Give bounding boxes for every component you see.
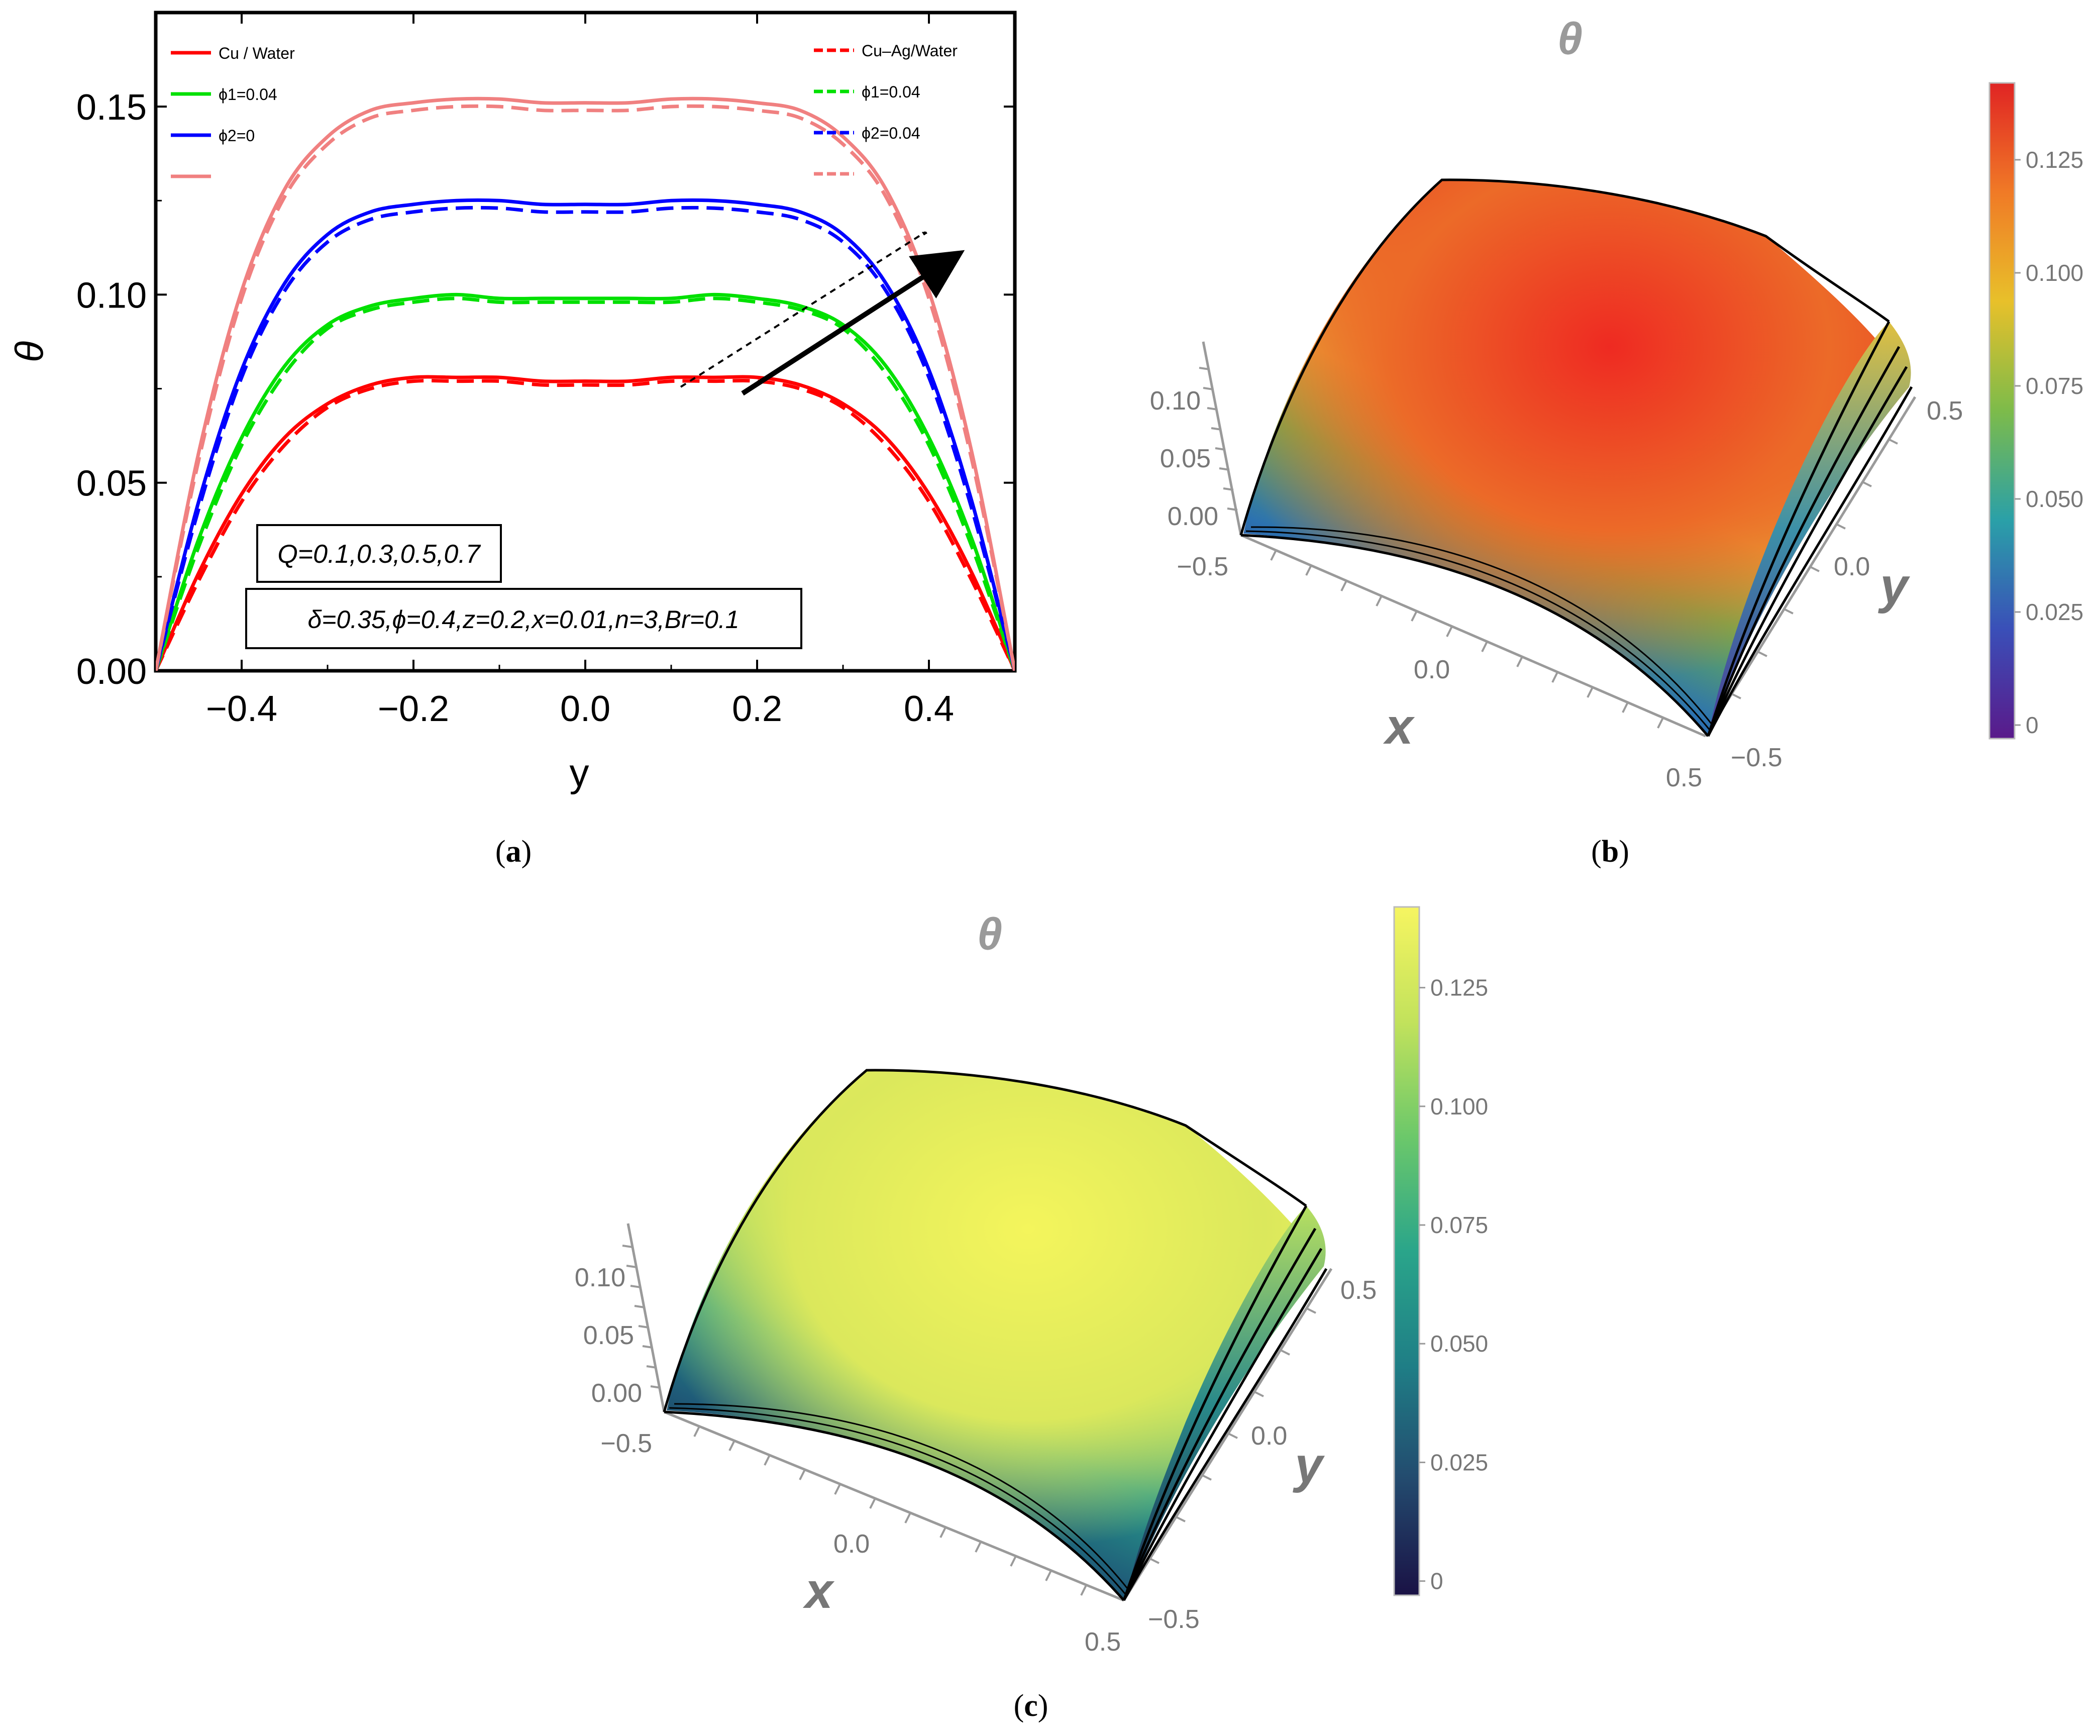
svg-text:0.5: 0.5 (1666, 763, 1702, 792)
x-tick-label: −0.2 (378, 689, 449, 729)
tick-labels-b: 0.10 0.05 0.00 −0.5 0.0 0.5 −0.5 0.0 0.5 (1150, 386, 1963, 792)
colorbar-ticks-c: 0 0.025 0.050 0.075 0.100 0.125 (1419, 975, 1488, 1594)
svg-text:−0.5: −0.5 (1148, 1605, 1200, 1634)
svg-text:0.00: 0.00 (591, 1379, 642, 1408)
surface-c-layers (663, 1069, 1328, 1601)
svg-text:Q=0.1,0.3,0.5,0.7: Q=0.1,0.3,0.5,0.7 (277, 540, 481, 569)
x-tick-label: 0.4 (904, 689, 954, 729)
svg-text:δ=0.35,ϕ=0.4,z=0.2,x=0.01,n=3,: δ=0.35,ϕ=0.4,z=0.2,x=0.01,n=3,Br=0.1 (307, 605, 739, 634)
colorbar-tick-label: 0.100 (2026, 260, 2083, 286)
legend-label: Cu / Water (219, 44, 295, 62)
colorbar-tick-label: 0 (1430, 1568, 1443, 1594)
colorbar-tick-label: 0.025 (1430, 1449, 1488, 1475)
tick-labels-c: 0.10 0.05 0.00 −0.5 0.0 0.5 −0.5 0.0 0.5 (575, 1263, 1377, 1657)
legend-label: ϕ2=0.04 (862, 124, 920, 142)
axis-z-c (626, 1223, 666, 1412)
svg-text:0.0: 0.0 (1251, 1421, 1287, 1451)
panel-label-c: (c) (1014, 1689, 1048, 1723)
svg-text:0.05: 0.05 (1160, 444, 1211, 473)
colorbar-tick-label: 0.075 (2026, 373, 2083, 399)
svg-text:0.0: 0.0 (833, 1529, 870, 1559)
svg-text:0.10: 0.10 (1150, 386, 1201, 416)
panel-label-b: (b) (1591, 835, 1629, 869)
colorbar-tick-label: 0.075 (1430, 1212, 1488, 1238)
arrow-solid (741, 250, 965, 396)
surface-xlabel-b: x (1383, 698, 1415, 755)
annotation-q: Q=0.1,0.3,0.5,0.7 (256, 524, 502, 583)
series-group (156, 96, 1015, 671)
svg-text:0.00: 0.00 (1168, 502, 1218, 531)
y-tick-label: 0.05 (76, 464, 147, 504)
legend-label: Cu–Ag/Water (862, 42, 958, 60)
series-line (156, 198, 1015, 671)
surface-c-side (1125, 1206, 1326, 1600)
svg-text:0.5: 0.5 (1340, 1276, 1377, 1305)
surface-ylabel-b: y (1877, 558, 1910, 614)
x-tick-label: −0.4 (206, 689, 277, 729)
svg-text:0.5: 0.5 (1927, 396, 1963, 426)
y-tick-label: 0.10 (76, 275, 147, 316)
legend-label: ϕ2=0 (219, 127, 255, 145)
colorbar-tick-label: 0 (2026, 712, 2039, 738)
colorbar-b (1988, 82, 2016, 740)
series-line (156, 292, 1015, 671)
colorbar-ticks-b: 0 0.025 0.050 0.075 0.100 0.125 (2015, 147, 2083, 738)
surface-b-layers (1239, 178, 1913, 737)
y-tick-label: 0.15 (76, 87, 147, 128)
y-axis-label: θ (7, 341, 51, 362)
svg-text:0.0: 0.0 (1414, 655, 1450, 684)
svg-text:−0.5: −0.5 (1177, 552, 1228, 581)
annotation-params: δ=0.35,ϕ=0.4,z=0.2,x=0.01,n=3,Br=0.1 (245, 588, 802, 649)
legend-label: ϕ1=0.04 (862, 83, 920, 101)
colorbar-tick-label: 0.025 (2026, 599, 2083, 625)
colorbar-tick-label: 0.050 (1430, 1331, 1488, 1357)
series-line (156, 206, 1015, 671)
surface-title-c: θ (977, 909, 1002, 960)
axis-ticks-c (622, 1245, 1316, 1596)
legend: Cu / Water ϕ1=0.04 ϕ2=0 Cu–Ag/Water ϕ1=0.04 ϕ… (171, 42, 958, 178)
svg-text:0.0: 0.0 (1834, 552, 1870, 581)
axis-ticks-b (1199, 367, 1898, 729)
series-line (156, 378, 1015, 671)
y-tick-label: 0.00 (76, 652, 147, 692)
svg-text:0.05: 0.05 (583, 1321, 634, 1350)
x-ticks: −0.4 −0.2 0.0 0.2 0.4 (155, 13, 1016, 729)
legend-label: ϕ1=0.04 (219, 85, 277, 104)
surface-title-b: θ (1557, 14, 1583, 64)
svg-text:−0.5: −0.5 (1731, 743, 1782, 772)
panel-a-line-chart: 0.00 0.05 0.10 0.15 −0.4 −0.2 0.0 0.2 0.4 θ y C… (7, 11, 1017, 869)
svg-text:0.5: 0.5 (1085, 1627, 1121, 1657)
svg-text:0.10: 0.10 (575, 1263, 625, 1292)
axis-y-c (1122, 1268, 1333, 1601)
surface-b-side (1708, 322, 1911, 736)
colorbar-tick-label: 0.125 (2026, 147, 2083, 173)
x-axis-label: y (570, 751, 589, 795)
panel-label-a: (a) (495, 835, 532, 869)
colorbar-tick-label: 0.050 (2026, 486, 2083, 512)
colorbar-tick-label: 0.100 (1430, 1093, 1488, 1119)
panel-c-surface: θ 0.10 (575, 906, 1488, 1723)
x-tick-label: 0.2 (732, 689, 782, 729)
surface-ylabel-c: y (1292, 1437, 1325, 1493)
colorbar-c (1393, 906, 1420, 1596)
colorbar-tick-label: 0.125 (1430, 975, 1488, 1001)
surface-xlabel-c: x (802, 1563, 834, 1619)
axis-z-b (1202, 341, 1242, 536)
x-tick-label: 0.0 (560, 689, 610, 729)
arrow-dashed (680, 232, 925, 388)
axis-x-c (664, 1410, 1124, 1602)
svg-text:−0.5: −0.5 (600, 1429, 652, 1458)
series-line (156, 375, 1015, 671)
y-ticks: 0.00 0.05 0.10 0.15 (76, 12, 1015, 692)
panel-b-surface: θ (1150, 14, 2083, 869)
axis-x-b (1240, 534, 1706, 738)
